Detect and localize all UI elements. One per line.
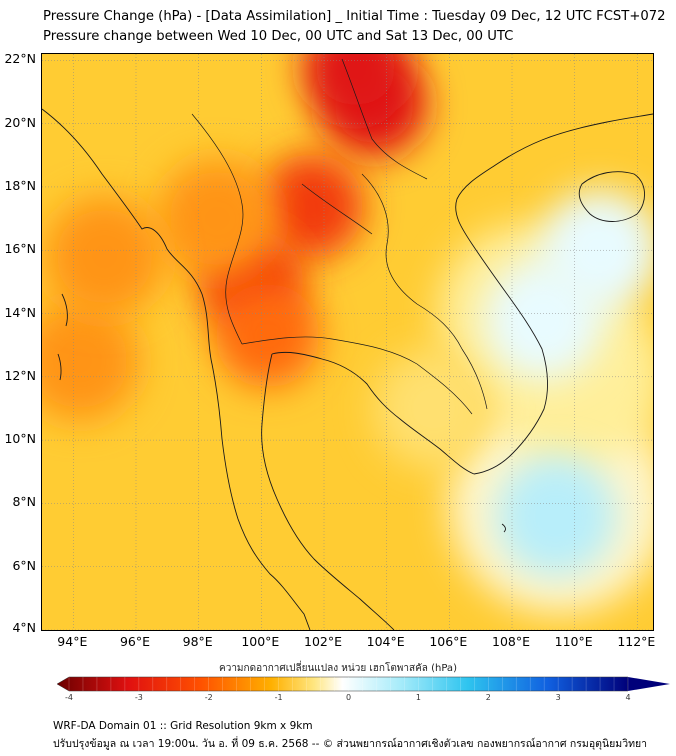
- lat-label: 12°N: [4, 367, 36, 383]
- lon-label: 102°E: [303, 634, 343, 649]
- colorbar-tick: 2: [485, 693, 491, 702]
- lat-label: 18°N: [4, 177, 36, 193]
- lon-label: 104°E: [366, 634, 405, 649]
- colorbar-bins: [68, 677, 629, 691]
- graticule: [42, 54, 653, 630]
- colorbar: [56, 676, 670, 692]
- colorbar-tick: 0: [345, 693, 352, 702]
- hainan-coastline: [578, 171, 645, 222]
- lon-label: 100°E: [241, 634, 280, 649]
- peninsula-east-coast: [261, 353, 395, 630]
- colorbar-tick: 4: [625, 693, 631, 702]
- footer-update-info: ปรับปรุงข้อมูล ณ เวลา 19:00น. วัน อ. ที่…: [53, 738, 648, 750]
- field-south-china-sea-rise: [495, 456, 616, 577]
- colorbar-tick: -3: [134, 693, 143, 702]
- colorbar-tick: -2: [204, 693, 213, 702]
- chart-title: Pressure Change (hPa) - [Data Assimilati…: [43, 9, 666, 24]
- lat-label: 6°N: [12, 557, 36, 573]
- lat-label: 16°N: [4, 241, 36, 257]
- field-thailand-gulf-fall: [215, 283, 320, 388]
- lat-label: 10°N: [4, 431, 36, 447]
- field-laos-north-fall: [303, 54, 408, 119]
- vietnam-coastline: [455, 139, 549, 475]
- lon-label: 106°E: [429, 634, 468, 649]
- colorbar-label: ความกดอากาศเปลี่ยนแปลง หน่วย เฮกโตพาสคัล…: [219, 663, 457, 674]
- lat-label: 8°N: [12, 494, 36, 510]
- andaman-islands: [57, 293, 68, 381]
- lon-label: 96°E: [119, 634, 151, 649]
- lat-label: 22°N: [4, 51, 36, 67]
- con-son-islands: [501, 523, 506, 533]
- lon-label: 110°E: [554, 634, 593, 649]
- pressure-change-map: [41, 53, 654, 631]
- lon-label: 98°E: [182, 634, 213, 649]
- colorbar-tick: 1: [415, 693, 421, 702]
- map-canvas: [42, 54, 653, 630]
- lat-label: 20°N: [4, 114, 36, 130]
- myanmar-coastline: [42, 108, 311, 630]
- footer-model-info: WRF-DA Domain 01 :: Grid Resolution 9km …: [53, 720, 313, 732]
- field-thailand-north-fall: [259, 153, 364, 258]
- field-myanmar-coast-fall: [157, 158, 278, 279]
- field-base-3: [373, 348, 494, 469]
- colorbar-tick: -4: [65, 693, 73, 702]
- colorbar-tick: 3: [555, 693, 561, 702]
- colorbar-tick: -1: [274, 693, 283, 702]
- lat-label: 14°N: [4, 304, 36, 320]
- coastlines: [42, 58, 653, 630]
- field-bay-of-bengal-fall: [44, 196, 165, 317]
- china-coastline: [541, 113, 653, 141]
- chart-subtitle: Pressure change between Wed 10 Dec, 00 U…: [43, 29, 514, 44]
- lon-label: 112°E: [617, 634, 656, 649]
- colorbar-max-arrow: [628, 677, 670, 691]
- lon-label: 108°E: [491, 634, 531, 649]
- field-andaman-fall: [42, 301, 140, 421]
- lon-label: 94°E: [57, 634, 88, 649]
- gulf-coastline: [271, 351, 475, 475]
- colorbar-gradient: [56, 676, 629, 692]
- country-borders: [191, 58, 488, 415]
- lat-label: 4°N: [12, 620, 36, 635]
- pressure-field: [42, 54, 653, 614]
